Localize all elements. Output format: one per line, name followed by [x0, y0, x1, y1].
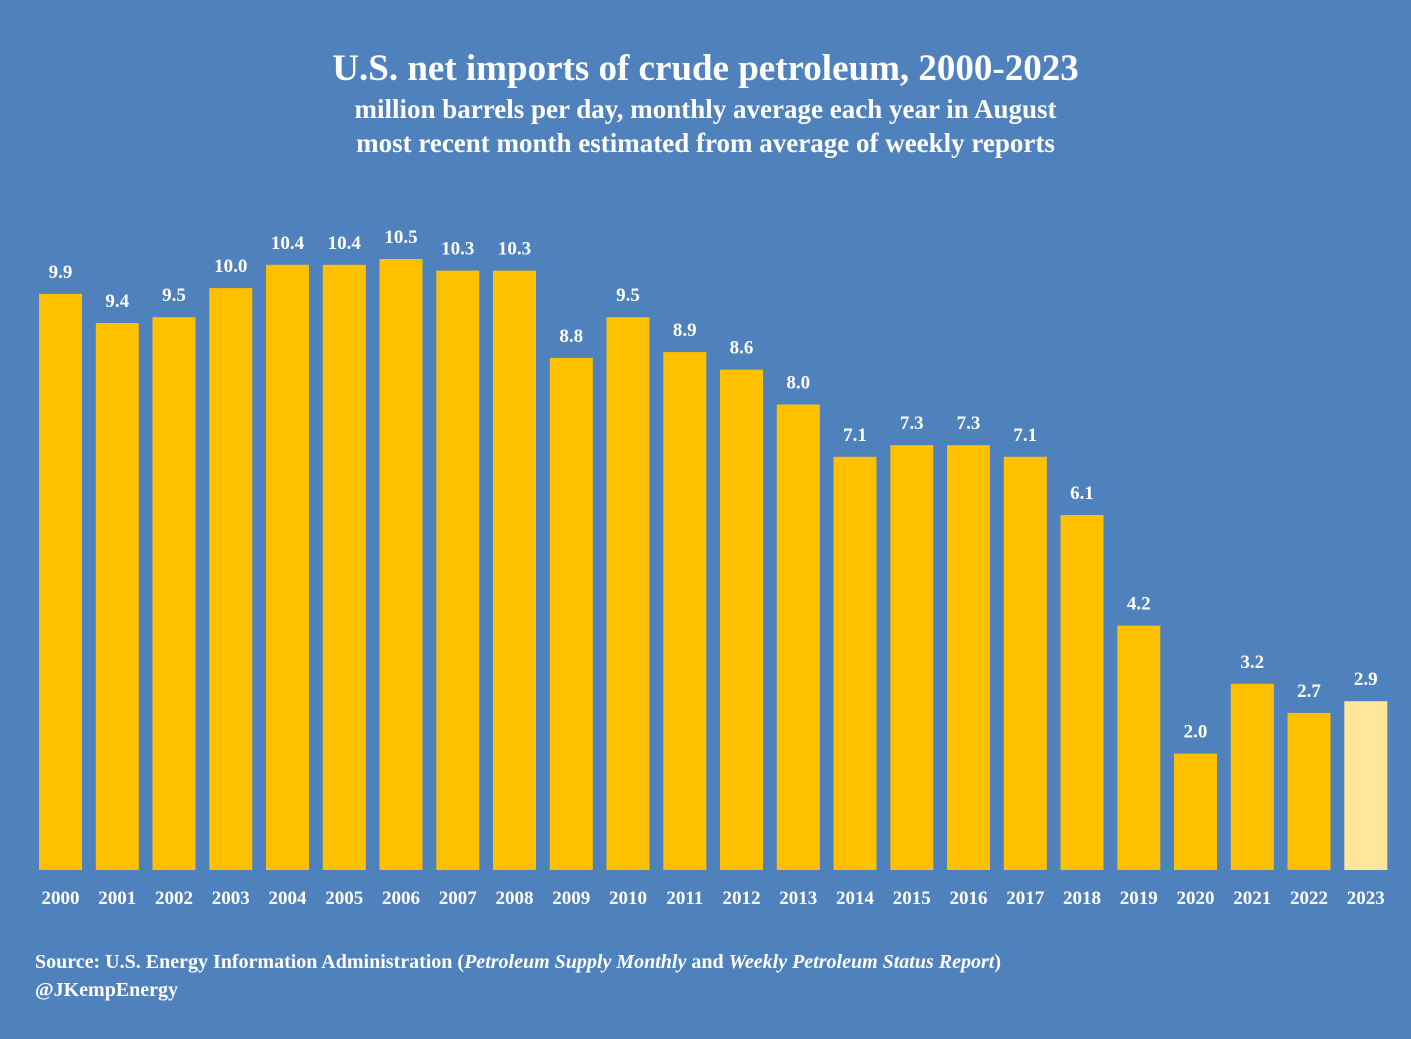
x-tick-2005: 2005: [325, 888, 363, 909]
bar-2001: [95, 323, 139, 870]
x-tick-2002: 2002: [155, 888, 193, 909]
source-note: Source: U.S. Energy Information Administ…: [35, 948, 1001, 976]
x-tick-2013: 2013: [779, 888, 817, 909]
data-label-2010: 9.5: [616, 285, 640, 306]
x-tick-2007: 2007: [439, 888, 478, 909]
data-label-2005: 10.4: [328, 233, 362, 254]
bar-2015: [890, 445, 934, 870]
data-label-2014: 7.1: [843, 425, 867, 446]
bar-2017: [1003, 456, 1047, 870]
data-label-2004: 10.4: [271, 233, 305, 254]
footer: Source: U.S. Energy Information Administ…: [35, 948, 1001, 1004]
data-label-2019: 4.2: [1127, 594, 1151, 615]
data-label-2016: 7.3: [957, 413, 981, 434]
source-publication-2: Weekly Petroleum Status Report: [728, 951, 995, 973]
x-tick-2004: 2004: [269, 888, 308, 909]
author-handle: @JKempEnergy: [35, 979, 179, 1001]
x-tick-2020: 2020: [1177, 888, 1215, 909]
bar-2010: [606, 317, 650, 870]
x-tick-2015: 2015: [893, 888, 931, 909]
data-label-2008: 10.3: [498, 239, 531, 260]
x-tick-2008: 2008: [496, 888, 534, 909]
x-tick-2014: 2014: [836, 888, 875, 909]
x-tick-2016: 2016: [950, 888, 988, 909]
bar-2004: [266, 264, 309, 870]
x-tick-2011: 2011: [666, 888, 703, 909]
x-tick-2010: 2010: [609, 888, 647, 909]
source-publication-1: Petroleum Supply Monthly: [464, 951, 687, 973]
data-label-2000: 9.9: [49, 262, 73, 283]
data-label-2018: 6.1: [1070, 483, 1094, 504]
bar-2006: [379, 259, 423, 870]
data-label-2003: 10.0: [214, 256, 247, 277]
bar-2023: [1344, 701, 1388, 870]
data-label-2011: 8.9: [673, 320, 697, 341]
chart-subtitle-line-2: most recent month estimated from average…: [356, 128, 1055, 158]
bar-2009: [549, 357, 593, 870]
bar-2005: [322, 264, 366, 870]
bars-group: [39, 259, 1388, 871]
data-label-2001: 9.4: [105, 291, 129, 312]
x-tick-2000: 2000: [42, 888, 80, 909]
x-tick-2019: 2019: [1120, 888, 1158, 909]
data-label-2022: 2.7: [1297, 681, 1321, 702]
x-tick-2017: 2017: [1006, 888, 1045, 909]
x-tick-2006: 2006: [382, 888, 420, 909]
x-tick-2021: 2021: [1233, 888, 1271, 909]
data-label-2002: 9.5: [162, 285, 186, 306]
bar-2013: [776, 404, 820, 870]
bar-2011: [663, 352, 707, 871]
bar-2003: [209, 288, 253, 871]
bar-2000: [39, 293, 82, 870]
x-tick-2003: 2003: [212, 888, 250, 909]
data-label-2015: 7.3: [900, 413, 924, 434]
data-label-2006: 10.5: [384, 227, 417, 248]
data-label-2012: 8.6: [730, 338, 754, 359]
x-tick-2001: 2001: [98, 888, 136, 909]
x-tick-2022: 2022: [1290, 888, 1328, 909]
data-label-2020: 2.0: [1184, 722, 1208, 743]
data-label-2017: 7.1: [1013, 425, 1037, 446]
data-label-2021: 3.2: [1240, 652, 1264, 673]
x-axis-tick-labels: 2000 2001 2002 2003 2004 2005 2006 2007 2008 2009…: [42, 888, 1385, 909]
data-label-2007: 10.3: [441, 239, 474, 260]
source-mid: and: [686, 951, 729, 973]
bar-2007: [436, 270, 480, 871]
x-tick-2018: 2018: [1063, 888, 1101, 909]
bar-2012: [720, 369, 763, 870]
source-prefix: Source: U.S. Energy Information Administ…: [35, 951, 465, 973]
bar-2022: [1287, 712, 1331, 870]
bar-2018: [1060, 515, 1104, 870]
data-label-2013: 8.0: [786, 373, 810, 394]
data-labels-group: 9.9 9.4 9.5 10.0 10.4 10.4 10.5 10.3 10.3 8.8 9.5 8…: [49, 227, 1378, 743]
chart-title: U.S. net imports of crude petroleum, 200…: [332, 48, 1079, 89]
x-tick-2023: 2023: [1347, 888, 1385, 909]
bar-2008: [493, 270, 536, 871]
bar-2021: [1230, 683, 1274, 870]
x-tick-2012: 2012: [723, 888, 761, 909]
bar-2014: [833, 456, 877, 870]
data-label-2009: 8.8: [559, 326, 583, 347]
title-block: U.S. net imports of crude petroleum, 200…: [0, 46, 1411, 160]
source-suffix: ): [994, 951, 1001, 973]
bar-2019: [1117, 625, 1161, 870]
bar-2016: [947, 445, 990, 870]
bar-2020: [1174, 753, 1217, 870]
x-tick-2009: 2009: [552, 888, 590, 909]
chart-subtitle-line-1: million barrels per day, monthly average…: [354, 94, 1057, 124]
bar-2002: [152, 317, 196, 870]
data-label-2023: 2.9: [1354, 669, 1378, 690]
